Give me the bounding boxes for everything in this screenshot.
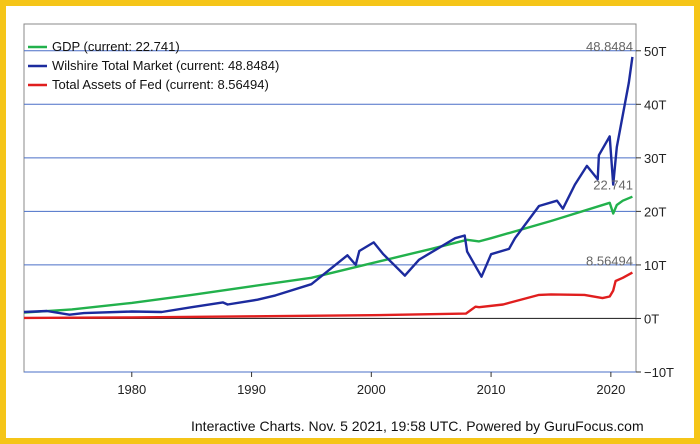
x-tick-label: 1980 bbox=[117, 382, 146, 397]
x-tick-label: 2020 bbox=[596, 382, 625, 397]
series-end-label: 22.741 bbox=[593, 178, 633, 193]
x-tick-label: 2010 bbox=[477, 382, 506, 397]
y-axis: 50T 40T 30T 20T 10T 0T −10T bbox=[636, 44, 674, 380]
y-tick-label: 30T bbox=[644, 151, 666, 166]
legend-entry: Total Assets of Fed (current: 8.56494) bbox=[52, 77, 269, 92]
end-labels: 22.741 48.8484 8.56494 bbox=[586, 39, 633, 269]
x-axis: 1980 1990 2000 2010 2020 bbox=[117, 372, 625, 397]
series-line bbox=[23, 56, 634, 316]
y-tick-label: 50T bbox=[644, 44, 666, 59]
legend-entry: Wilshire Total Market (current: 48.8484) bbox=[52, 58, 279, 73]
series-line bbox=[23, 271, 633, 320]
legend-entry: GDP (current: 22.741) bbox=[52, 39, 180, 54]
x-tick-label: 1990 bbox=[237, 382, 266, 397]
y-tick-label: 40T bbox=[644, 97, 666, 112]
x-tick-label: 2000 bbox=[357, 382, 386, 397]
series-end-label: 8.56494 bbox=[586, 254, 633, 269]
line-chart: 1980 1990 2000 2010 2020 50T 40T 30T 20T 10T 0T −1… bbox=[23, 23, 674, 397]
y-tick-label: 20T bbox=[644, 204, 666, 219]
chart-footer: Interactive Charts. Nov. 5 2021, 19:58 U… bbox=[191, 418, 644, 434]
series-end-label: 48.8484 bbox=[586, 39, 633, 54]
y-tick-label: −10T bbox=[644, 365, 674, 380]
plot-area bbox=[23, 23, 637, 373]
series-lines bbox=[23, 56, 634, 320]
legend: GDP (current: 22.741) Wilshire Total Mark… bbox=[28, 39, 279, 92]
chart-frame: 1980 1990 2000 2010 2020 50T 40T 30T 20T 10T 0T −1… bbox=[6, 6, 694, 438]
series-line bbox=[23, 195, 633, 314]
grid-lines bbox=[24, 50, 636, 373]
y-tick-label: 0T bbox=[644, 311, 659, 326]
y-tick-label: 10T bbox=[644, 258, 666, 273]
